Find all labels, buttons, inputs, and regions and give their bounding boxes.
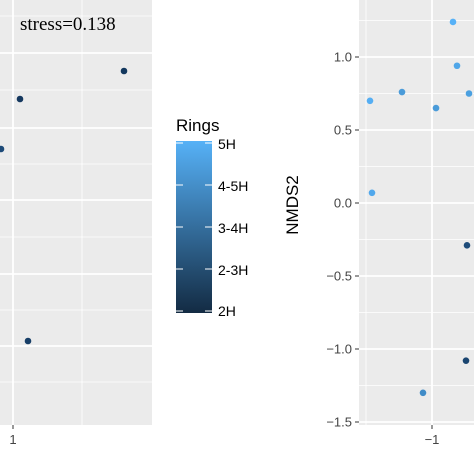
data-point (16, 95, 24, 103)
left-panel: stress=0.138 1 (0, 0, 152, 447)
legend-title: Rings (176, 116, 219, 135)
left-panel-grid (0, 0, 152, 425)
data-point (419, 389, 427, 397)
data-point (465, 90, 473, 97)
data-point (398, 88, 406, 96)
right-y-ticks: 1.0 0.5 0.0 −0.5 −1.0 −1.5 (326, 50, 359, 430)
legend-label-4-5h: 4-5H (218, 178, 248, 194)
data-point (462, 357, 470, 364)
color-legend: Rings 5H 4-5H 3-4H 2-3H 2H (176, 116, 248, 319)
y-tick-label: −1.0 (326, 342, 352, 357)
data-point (463, 242, 471, 249)
legend-label-5h: 5H (218, 136, 236, 152)
right-panel-background (359, 0, 474, 425)
y-tick-label: −1.5 (326, 415, 352, 430)
y-tick-label: 0.5 (334, 123, 352, 138)
data-point (366, 97, 374, 105)
y-axis-title: NMDS2 (283, 175, 302, 235)
y-tick-label: 1.0 (334, 50, 352, 65)
data-point (449, 18, 457, 26)
data-point (24, 337, 32, 345)
data-point (0, 145, 5, 153)
y-tick-label: 0.0 (334, 196, 352, 211)
y-tick-label: −0.5 (326, 269, 352, 284)
right-panel: NMDS2 1.0 0.5 0.0 −0.5 −1.0 −1.5 −1 (283, 0, 474, 447)
left-panel-background (0, 0, 152, 425)
right-panel-points (366, 18, 473, 397)
stress-annotation: stress=0.138 (20, 14, 116, 35)
legend-label-2h: 2H (218, 303, 236, 319)
left-x-tick-label: 1 (9, 432, 16, 447)
legend-label-2-3h: 2-3H (218, 262, 248, 278)
legend-label-3-4h: 3-4H (218, 220, 248, 236)
data-point (120, 67, 128, 75)
right-panel-grid (359, 0, 474, 425)
data-point (453, 62, 461, 70)
right-x-tick-label: −1 (425, 432, 440, 447)
data-point (432, 104, 440, 112)
data-point (368, 189, 376, 197)
legend-ticks (176, 142, 212, 312)
left-panel-points (0, 67, 128, 345)
